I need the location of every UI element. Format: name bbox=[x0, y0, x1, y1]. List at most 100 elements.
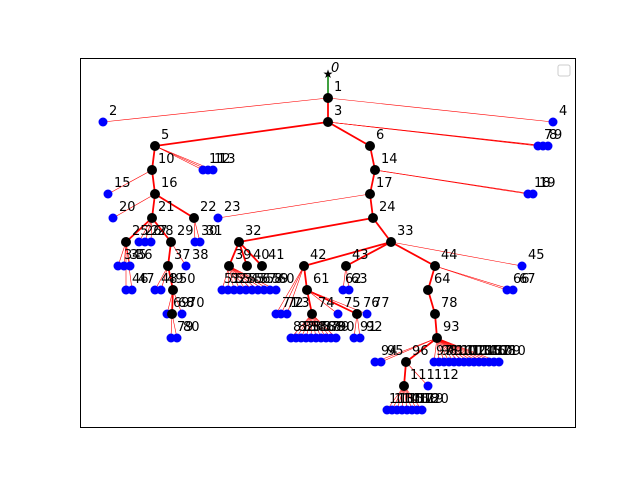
node-label-13: 13 bbox=[219, 152, 236, 167]
node-label-17: 17 bbox=[376, 176, 393, 191]
node-label-61: 61 bbox=[313, 272, 330, 287]
leaf-node-60 bbox=[271, 285, 281, 295]
node-label-9: 9 bbox=[554, 128, 562, 143]
edge-24-32 bbox=[238, 217, 374, 243]
node-label-52: 52 bbox=[230, 272, 247, 287]
node-label-55: 55 bbox=[248, 272, 265, 287]
node-label-100: 100 bbox=[451, 344, 476, 359]
internal-node-10 bbox=[147, 165, 157, 175]
leaf-node-63 bbox=[344, 285, 354, 295]
internal-node-43 bbox=[341, 261, 351, 271]
node-label-54: 54 bbox=[242, 272, 259, 287]
node-label-91: 91 bbox=[360, 320, 377, 335]
node-label-111: 111 bbox=[410, 368, 435, 383]
node-label-35: 35 bbox=[130, 248, 147, 263]
edge-5-11 bbox=[154, 145, 204, 171]
node-label-57: 57 bbox=[260, 272, 277, 287]
internal-node-41 bbox=[257, 261, 267, 271]
node-label-15: 15 bbox=[114, 176, 131, 191]
node-label-3: 3 bbox=[334, 104, 342, 119]
edge-93-95 bbox=[380, 337, 438, 363]
node-label-99: 99 bbox=[446, 344, 463, 359]
axes-frame bbox=[80, 58, 576, 428]
leaf-node-38 bbox=[181, 261, 191, 271]
node-label-42: 42 bbox=[310, 248, 327, 263]
node-label-110: 110 bbox=[501, 344, 526, 359]
internal-node-42 bbox=[299, 261, 309, 271]
internal-node-78 bbox=[430, 309, 440, 319]
internal-node-17 bbox=[365, 189, 375, 199]
node-label-12: 12 bbox=[214, 152, 231, 167]
edge-33-44 bbox=[390, 241, 436, 267]
internal-node-50 bbox=[168, 285, 178, 295]
node-label-95: 95 bbox=[387, 344, 404, 359]
node-label-81: 81 bbox=[293, 320, 310, 335]
leaf-node-31 bbox=[195, 237, 205, 247]
node-label-120: 120 bbox=[424, 392, 449, 407]
edge-16-22 bbox=[154, 193, 195, 219]
node-label-93: 93 bbox=[443, 320, 460, 335]
edge-17-23 bbox=[217, 193, 371, 219]
node-label-45: 45 bbox=[528, 248, 545, 263]
node-label-101: 101 bbox=[456, 344, 481, 359]
internal-node-111 bbox=[399, 381, 409, 391]
leaf-node-49 bbox=[156, 285, 166, 295]
internal-node-3 bbox=[323, 117, 333, 127]
internal-node-16 bbox=[150, 189, 160, 199]
root-star-icon: ★ bbox=[323, 67, 334, 81]
leaf-node-4 bbox=[548, 117, 558, 127]
leaf-node-80 bbox=[172, 333, 182, 343]
node-label-31: 31 bbox=[206, 224, 223, 239]
edge-96-112 bbox=[405, 361, 429, 387]
legend-box bbox=[557, 64, 571, 77]
node-label-73: 73 bbox=[293, 296, 310, 311]
internal-node-39 bbox=[224, 261, 234, 271]
nodes-layer: ★ bbox=[98, 67, 558, 415]
leaf-node-45 bbox=[517, 261, 527, 271]
internal-node-44 bbox=[430, 261, 440, 271]
node-label-115: 115 bbox=[399, 392, 424, 407]
node-label-112: 112 bbox=[434, 368, 459, 383]
edge-5-12 bbox=[154, 145, 209, 171]
node-label-116: 116 bbox=[404, 392, 429, 407]
node-label-114: 114 bbox=[394, 392, 419, 407]
leaf-node-47 bbox=[127, 285, 137, 295]
node-label-21: 21 bbox=[158, 200, 175, 215]
node-label-105: 105 bbox=[476, 344, 501, 359]
node-label-16: 16 bbox=[161, 176, 178, 191]
edge-93-94 bbox=[374, 337, 438, 363]
node-label-23: 23 bbox=[224, 200, 241, 215]
node-label-102: 102 bbox=[461, 344, 486, 359]
node-label-107: 107 bbox=[486, 344, 511, 359]
internal-node-37 bbox=[163, 261, 173, 271]
node-label-6: 6 bbox=[376, 128, 384, 143]
node-label-37: 37 bbox=[174, 248, 191, 263]
internal-node-40 bbox=[242, 261, 252, 271]
edge-42-72 bbox=[280, 265, 305, 315]
leaf-node-120 bbox=[417, 405, 427, 415]
node-label-53: 53 bbox=[236, 272, 253, 287]
node-label-76: 76 bbox=[363, 296, 380, 311]
node-label-1: 1 bbox=[334, 80, 342, 95]
node-label-32: 32 bbox=[245, 224, 262, 239]
node-label-43: 43 bbox=[352, 248, 369, 263]
internal-node-24 bbox=[368, 213, 378, 223]
edge-3-9 bbox=[327, 121, 549, 147]
leaf-node-9 bbox=[543, 141, 553, 151]
node-label-119: 119 bbox=[419, 392, 444, 407]
leaf-node-2 bbox=[98, 117, 108, 127]
leaf-node-28 bbox=[146, 237, 156, 247]
node-label-67: 67 bbox=[519, 272, 536, 287]
internal-node-76 bbox=[352, 309, 362, 319]
node-label-84: 84 bbox=[308, 320, 325, 335]
leaf-node-15 bbox=[103, 189, 113, 199]
node-label-88: 88 bbox=[328, 320, 345, 335]
edge-39-56 bbox=[228, 265, 253, 291]
leaf-node-20 bbox=[108, 213, 118, 223]
internal-node-68 bbox=[167, 309, 177, 319]
node-label-69: 69 bbox=[173, 296, 190, 311]
node-label-24: 24 bbox=[379, 200, 396, 215]
